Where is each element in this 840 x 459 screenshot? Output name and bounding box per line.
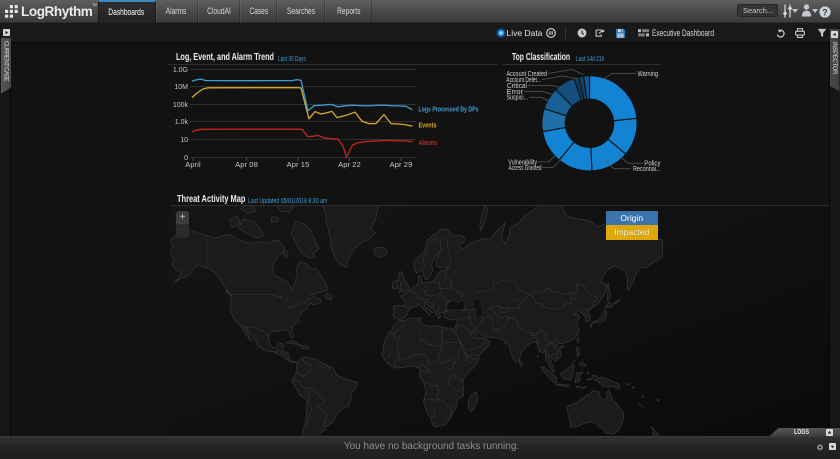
- svg-text:Apr 15: Apr 15: [287, 160, 310, 169]
- svg-text:Vulnerability: Vulnerability: [508, 159, 537, 166]
- svg-text:Reconnai...: Reconnai...: [633, 166, 660, 173]
- svg-text:Apr 08: Apr 08: [235, 160, 258, 169]
- svg-text:1.0G: 1.0G: [173, 67, 188, 74]
- svg-text:Access Granted: Access Granted: [509, 165, 542, 172]
- svg-text:1.0k: 1.0k: [175, 119, 189, 126]
- svg-text:Critical: Critical: [507, 83, 527, 90]
- svg-text:0: 0: [184, 155, 188, 162]
- svg-text:Suspici...: Suspici...: [507, 95, 528, 102]
- svg-text:10: 10: [180, 137, 188, 144]
- svg-text:Warning: Warning: [638, 71, 659, 78]
- svg-text:Logs Processed By DPs: Logs Processed By DPs: [419, 107, 479, 114]
- svg-text:100k: 100k: [173, 102, 189, 109]
- svg-text:Error: Error: [507, 89, 524, 96]
- svg-text:Apr 22: Apr 22: [338, 160, 361, 169]
- svg-text:April: April: [185, 160, 201, 169]
- svg-text:Account Delet...: Account Delet...: [506, 77, 541, 84]
- svg-text:Events: Events: [419, 123, 437, 130]
- svg-text:Policy: Policy: [644, 161, 661, 168]
- svg-text:?: ?: [822, 7, 828, 17]
- svg-text:Account Created: Account Created: [507, 71, 548, 78]
- svg-text:Apr 29: Apr 29: [390, 160, 413, 169]
- svg-text:10M: 10M: [174, 84, 188, 91]
- svg-text:Alarms: Alarms: [419, 140, 438, 147]
